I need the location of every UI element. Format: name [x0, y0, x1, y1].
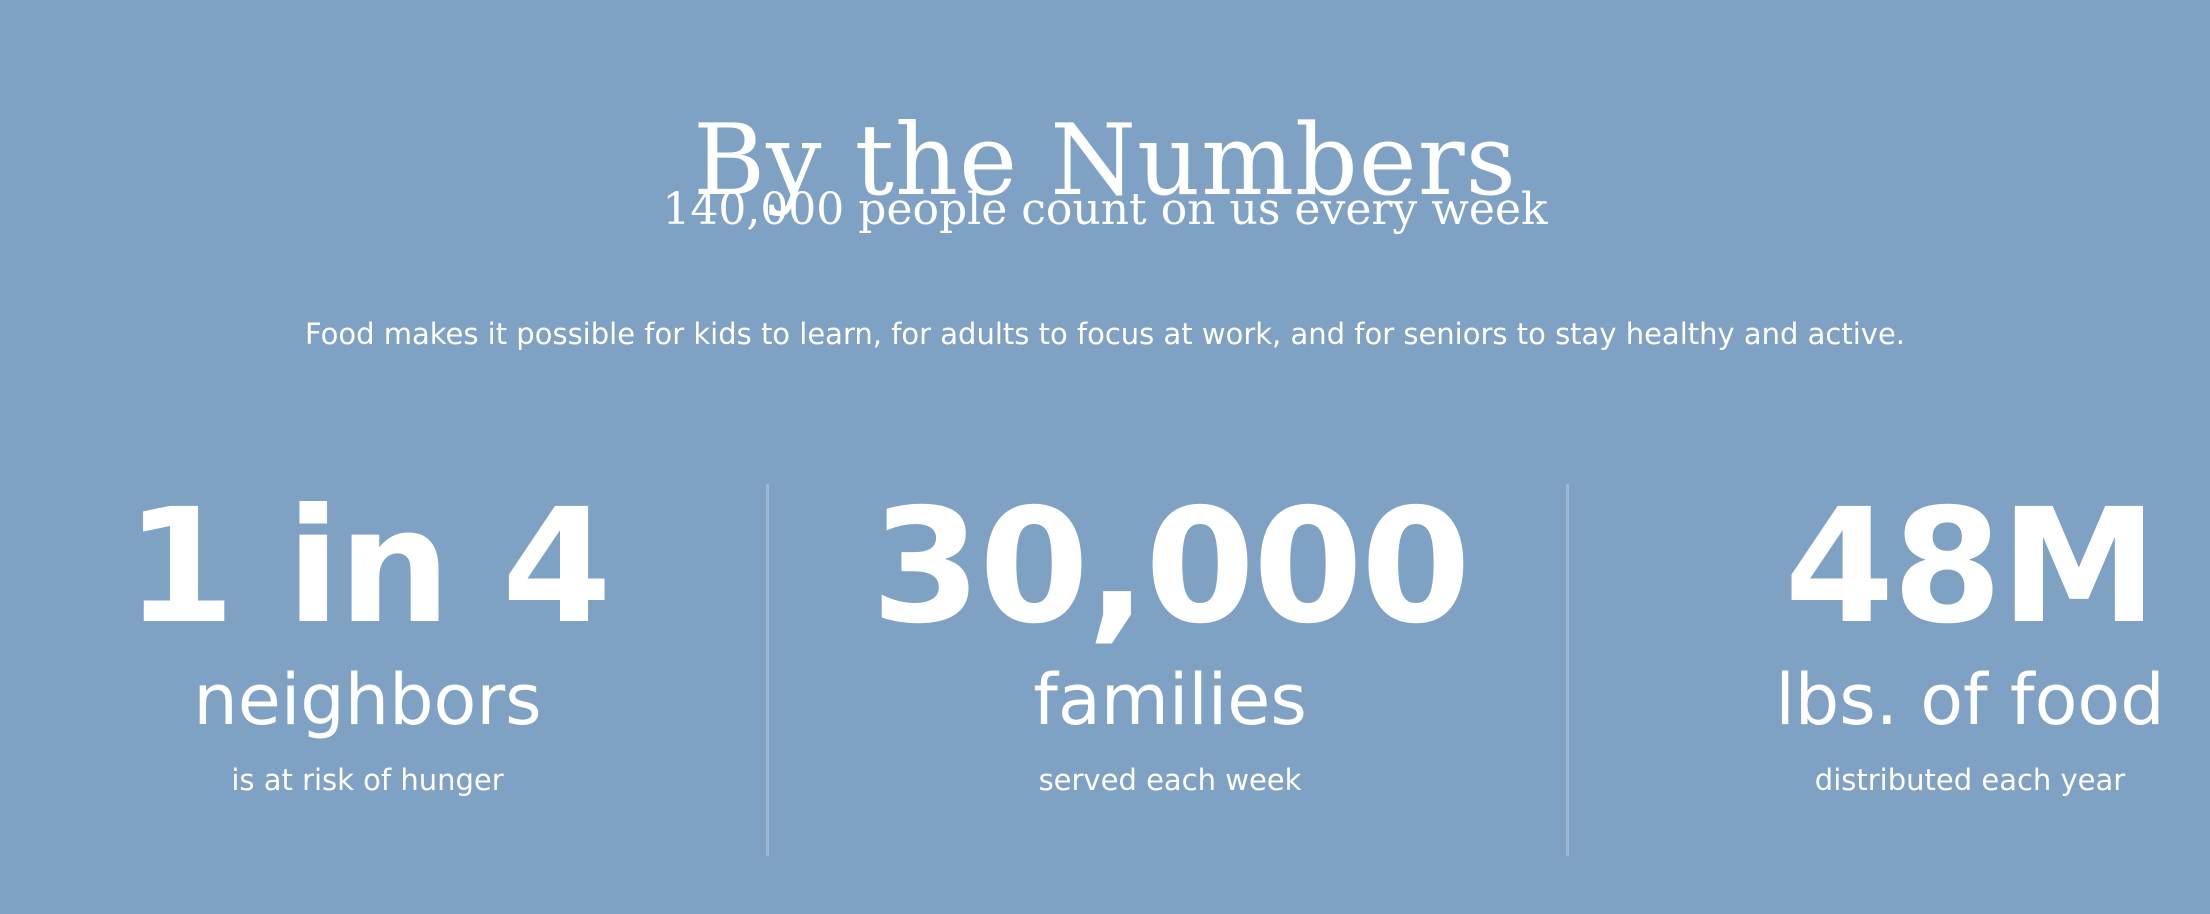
stats-row: 1 in 4 neighbors is at risk of hunger 30…: [0, 480, 2210, 860]
section-subheading: 140,000 people count on us every week: [662, 184, 1548, 235]
stat-value: 1 in 4: [125, 475, 612, 659]
stat-divider: [766, 484, 769, 856]
stat-families-served: 30,000 families served each week: [800, 480, 1540, 860]
stat-label: lbs. of food: [1775, 659, 2165, 741]
stat-risk-of-hunger: 1 in 4 neighbors is at risk of hunger: [30, 480, 705, 860]
stat-food-distributed: 48M lbs. of food distributed each year: [1600, 480, 2210, 860]
stat-divider: [1566, 484, 1569, 856]
stat-value: 30,000: [871, 475, 1471, 659]
section-intro: Food makes it possible for kids to learn…: [304, 317, 1906, 351]
stat-caption: served each week: [1038, 763, 1302, 797]
section-heading: By the Numbers: [693, 103, 1517, 218]
stat-caption: is at risk of hunger: [231, 763, 504, 797]
stat-value: 48M: [1784, 475, 2157, 659]
stat-caption: distributed each year: [1814, 763, 2126, 797]
stat-label: families: [1033, 659, 1307, 741]
stat-label: neighbors: [193, 659, 542, 741]
